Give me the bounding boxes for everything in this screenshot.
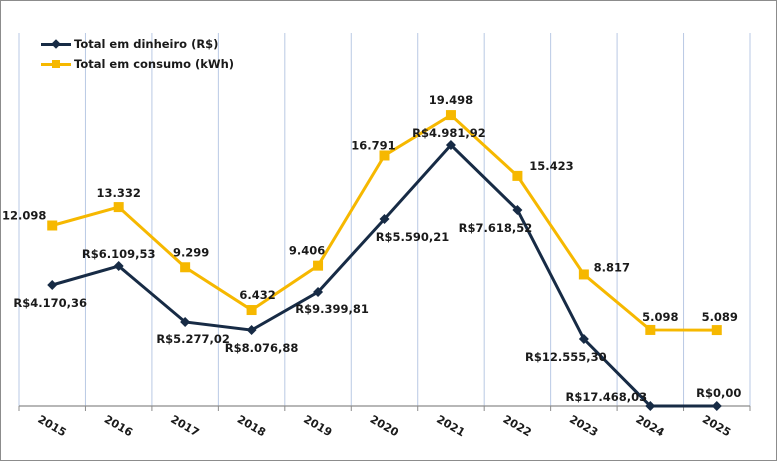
data-label: R$0,00: [696, 386, 741, 400]
data-label: R$8.076,88: [225, 341, 299, 355]
square-marker: [445, 110, 456, 121]
data-label: 16.791: [351, 138, 395, 152]
data-label: 15.423: [529, 159, 573, 173]
data-label: R$17.468,03: [566, 390, 648, 404]
legend-swatch-dinheiro: [41, 38, 71, 50]
x-tick-label: 2016: [102, 413, 135, 440]
data-label: 5.098: [642, 310, 678, 324]
square-marker: [645, 324, 656, 335]
square-marker: [379, 150, 390, 161]
grid-lines: [18, 33, 751, 406]
data-label: 5.089: [702, 310, 738, 324]
diamond-marker-icon: [51, 39, 61, 49]
diamond-marker: [246, 325, 257, 336]
x-tick-label: 2024: [634, 413, 667, 440]
x-tick-label: 2023: [567, 413, 600, 440]
data-label: R$12.555,30: [525, 350, 607, 364]
data-label: 8.817: [594, 260, 630, 274]
legend-item-dinheiro: Total em dinheiro (R$): [41, 34, 234, 54]
data-label: 9.406: [289, 244, 325, 258]
legend-label-consumo: Total em consumo (kWh): [74, 57, 235, 71]
square-marker: [512, 170, 523, 181]
diamond-marker: [578, 334, 589, 345]
x-axis: 2015 2016 2017 2018 2019 2020 2021 2022 2023 2024…: [18, 405, 751, 440]
diamond-marker: [379, 214, 390, 225]
square-marker: [246, 305, 257, 316]
legend-label-dinheiro: Total em dinheiro (R$): [74, 37, 219, 51]
data-label: R$9.399,81: [295, 302, 369, 316]
diamond-marker: [113, 261, 124, 272]
data-label: R$6.109,53: [82, 247, 156, 261]
data-label: R$5.277,02: [156, 332, 230, 346]
square-marker: [313, 260, 324, 271]
diamond-marker: [313, 287, 324, 298]
legend-item-consumo: Total em consumo (kWh): [41, 54, 234, 74]
x-tick-label: 2021: [434, 413, 467, 440]
x-tick-label: 2022: [501, 413, 534, 440]
data-label: 9.299: [173, 245, 209, 259]
x-tick-label: 2015: [35, 413, 68, 440]
x-tick-label: 2020: [368, 413, 401, 440]
data-label: 19.498: [429, 93, 473, 107]
diamond-marker: [645, 401, 656, 411]
diamond-marker: [711, 401, 722, 411]
square-marker: [113, 202, 124, 213]
x-tick-label: 2018: [235, 413, 268, 440]
diamond-marker: [445, 140, 456, 151]
data-label: R$7.618,52: [459, 221, 533, 235]
x-tick-label: 2025: [700, 413, 733, 440]
data-label: 6.432: [239, 288, 275, 302]
square-marker: [711, 325, 722, 336]
data-label: 12.098: [2, 208, 46, 222]
data-label: R$4.170,36: [13, 296, 87, 310]
series-lines: [47, 110, 722, 411]
data-label: 13.332: [96, 186, 140, 200]
data-label: R$5.590,21: [376, 230, 450, 244]
legend: Total em dinheiro (R$) Total em consumo …: [41, 34, 234, 74]
x-tick-label: 2017: [168, 413, 201, 440]
x-tick-label: 2019: [301, 413, 334, 440]
square-marker: [180, 262, 191, 273]
data-labels: 12.098 13.332 9.299 6.432 9.406 16.791 19.498 1…: [2, 93, 741, 404]
diamond-marker: [512, 204, 523, 215]
diamond-marker: [47, 279, 58, 290]
square-marker-icon: [52, 60, 60, 68]
data-label: R$4.981,92: [412, 126, 486, 140]
legend-swatch-consumo: [41, 58, 71, 70]
square-marker: [47, 220, 58, 231]
diamond-marker: [180, 317, 191, 328]
square-marker: [578, 269, 589, 280]
